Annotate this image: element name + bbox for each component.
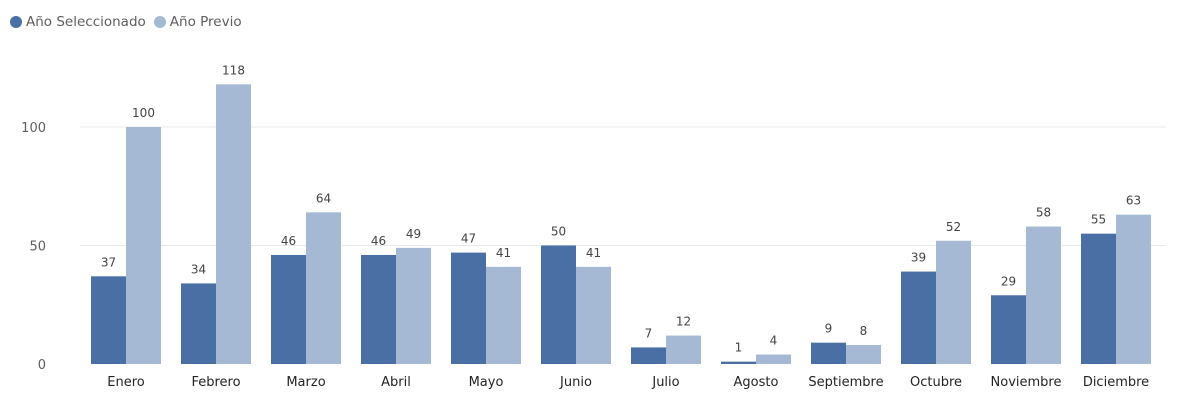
bar-previous-diciembre[interactable] [1116,214,1151,364]
data-label-previous-agosto: 4 [770,334,778,348]
x-tick-label-febrero: Febrero [191,375,240,390]
x-tick-label-mayo: Mayo [469,375,504,390]
data-label-selected-mayo: 47 [461,232,476,246]
x-tick-label-enero: Enero [107,375,145,390]
bar-previous-septiembre[interactable] [846,345,881,364]
x-tick-label-octubre: Octubre [910,375,962,390]
legend-label-selected-year: Año Seleccionado [26,14,146,30]
data-label-selected-enero: 37 [101,255,116,269]
bar-previous-abril[interactable] [396,247,431,364]
y-tick-label-0: 0 [38,358,46,373]
data-label-previous-diciembre: 63 [1126,194,1141,208]
chart-legend: Año Seleccionado Año Previo [10,14,250,30]
data-label-previous-junio: 41 [586,246,601,260]
bar-selected-febrero[interactable] [181,283,216,364]
data-label-previous-septiembre: 8 [860,324,868,338]
data-label-selected-febrero: 34 [191,262,206,276]
bar-previous-marzo[interactable] [306,212,341,364]
data-label-previous-julio: 12 [676,315,691,329]
data-label-selected-marzo: 46 [281,234,296,248]
bar-previous-mayo[interactable] [486,266,521,364]
y-tick-label-100: 100 [21,121,46,136]
x-tick-label-agosto: Agosto [734,375,779,390]
bar-selected-agosto[interactable] [721,361,756,364]
bar-selected-mayo[interactable] [451,252,486,364]
x-tick-label-abril: Abril [381,375,411,390]
data-label-selected-abril: 46 [371,234,386,248]
data-label-previous-enero: 100 [132,106,155,120]
bar-selected-julio[interactable] [631,347,666,364]
data-label-previous-octubre: 52 [946,220,961,234]
legend-dot-selected-year [10,16,22,28]
x-tick-label-noviembre: Noviembre [991,375,1062,390]
data-label-previous-noviembre: 58 [1036,206,1051,220]
bar-previous-junio[interactable] [576,266,611,364]
legend-label-previous-year: Año Previo [169,14,242,30]
x-tick-label-septiembre: Septiembre [808,375,883,390]
data-label-selected-septiembre: 9 [825,322,833,336]
data-label-previous-marzo: 64 [316,191,331,205]
legend-dot-previous-year [153,16,166,28]
y-tick-label-50: 50 [29,240,46,255]
bar-previous-agosto[interactable] [756,354,791,364]
bar-previous-noviembre[interactable] [1026,226,1061,364]
data-label-selected-agosto: 1 [735,341,743,355]
data-label-previous-mayo: 41 [496,246,511,260]
x-tick-label-julio: Julio [651,375,679,390]
x-tick-label-diciembre: Diciembre [1083,375,1149,390]
bar-previous-octubre[interactable] [936,240,971,364]
bar-previous-julio[interactable] [666,335,701,364]
bar-previous-febrero[interactable] [216,84,251,364]
bar-selected-junio[interactable] [541,245,576,365]
data-label-selected-junio: 50 [551,225,566,239]
data-label-selected-julio: 7 [645,326,653,340]
bar-selected-abril[interactable] [361,254,396,364]
legend-item-selected-year[interactable]: Año Seleccionado [10,14,146,30]
bar-selected-enero[interactable] [91,276,126,364]
bar-selected-diciembre[interactable] [1081,233,1116,364]
data-label-selected-diciembre: 55 [1091,213,1106,227]
data-label-previous-febrero: 118 [222,63,245,77]
data-label-selected-octubre: 39 [911,251,926,265]
bar-selected-marzo[interactable] [271,254,306,364]
legend-item-previous-year[interactable]: Año Previo [153,14,242,30]
bar-selected-octubre[interactable] [901,271,936,364]
data-label-previous-abril: 49 [406,227,421,241]
data-label-selected-noviembre: 29 [1001,274,1016,288]
x-tick-label-marzo: Marzo [286,375,325,390]
bar-previous-enero[interactable] [126,127,161,364]
bar-selected-noviembre[interactable] [991,295,1026,364]
bar-selected-septiembre[interactable] [811,342,846,364]
x-tick-label-junio: Junio [559,375,592,390]
